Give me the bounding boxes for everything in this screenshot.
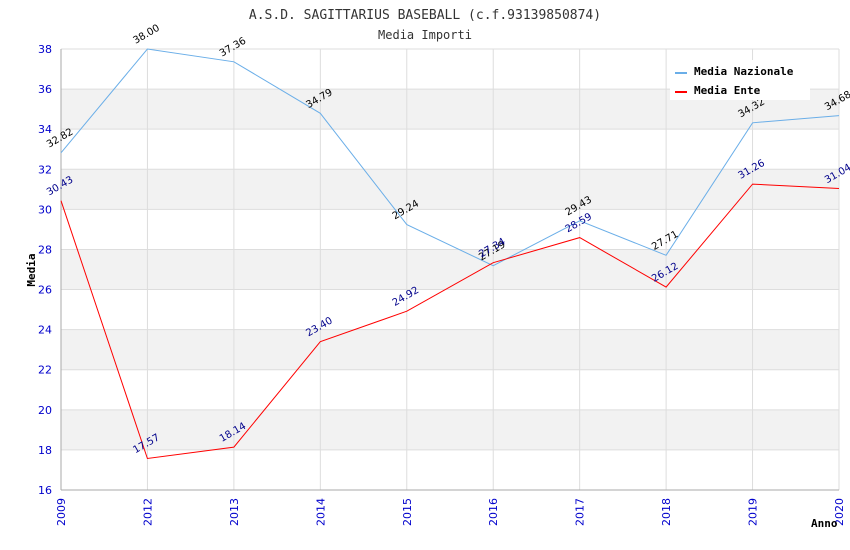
chart-subtitle: Media Importi [378,28,472,42]
x-tick-2020: 2020 [833,498,846,526]
chart-title: A.S.D. SAGITTARIUS BASEBALL (c.f.9313985… [249,8,601,23]
y-axis-label: Media [25,253,38,286]
x-tick-2019: 2019 [747,498,760,526]
x-tick-2017: 2017 [574,498,587,526]
y-tick-26: 26 [38,284,52,297]
x-tick-2012: 2012 [141,498,154,526]
y-tick-28: 28 [38,243,52,256]
data-label-s0-2012: 38.00 [131,23,161,47]
band-22 [61,329,839,370]
y-tick-18: 18 [38,444,52,457]
x-axis-label: Anno [811,517,838,530]
y-tick-32: 32 [38,163,52,176]
y-tick-24: 24 [38,324,52,337]
legend-label-media-nazionale: Media Nazionale [694,65,794,78]
legend: Media Nazionale Media Ente [670,60,810,100]
x-tick-2014: 2014 [314,498,327,526]
band-30 [61,169,839,210]
plot-bands [61,89,839,450]
y-tick-20: 20 [38,404,52,417]
x-tick-2009: 2009 [55,498,68,526]
x-tick-2015: 2015 [401,498,414,526]
axes [60,49,839,491]
y-tick-36: 36 [38,83,52,96]
y-tick-34: 34 [38,123,52,136]
band-26 [61,249,839,290]
x-tick-labels: 2009 2012 2013 2014 2015 2016 2017 2018 2019 2020 [55,498,846,526]
y-tick-22: 22 [38,364,52,377]
band-18 [61,409,839,450]
x-tick-2013: 2013 [228,498,241,526]
x-tick-2016: 2016 [487,498,500,526]
series-lines [60,48,840,460]
legend-label-media-ente: Media Ente [694,84,761,97]
x-tick-2018: 2018 [660,498,673,526]
data-label-s0-2013: 37.36 [218,36,248,60]
series-line-1 [60,183,840,460]
y-tick-labels: 16 18 20 22 24 26 28 30 32 34 36 38 [38,43,52,497]
y-tick-30: 30 [38,203,52,216]
series-line-0 [60,48,840,267]
y-tick-38: 38 [38,43,52,56]
y-tick-16: 16 [38,484,52,497]
legend-box [670,60,810,100]
